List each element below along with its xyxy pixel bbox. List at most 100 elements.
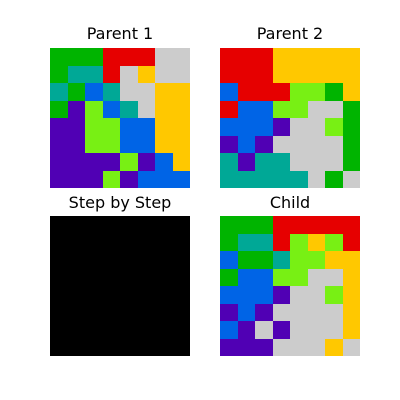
- grid-cell: [102, 100, 120, 118]
- grid-cell: [342, 83, 360, 101]
- grid-cell: [272, 100, 290, 118]
- grid-cell: [102, 216, 120, 234]
- grid-cell: [102, 251, 120, 269]
- grid-cell: [325, 321, 343, 339]
- grid-cell: [102, 321, 120, 339]
- grid-cell: [85, 48, 103, 66]
- grid-cell: [325, 118, 343, 136]
- grid-cell: [67, 216, 85, 234]
- grid-cell: [290, 268, 308, 286]
- grid-cell: [255, 251, 273, 269]
- grid-cell: [137, 83, 155, 101]
- parent-1-title: Parent 1: [86, 24, 154, 43]
- grid-cell: [155, 100, 173, 118]
- grid-cell: [220, 100, 238, 118]
- grid-cell: [67, 135, 85, 153]
- grid-cell: [325, 153, 343, 171]
- grid-cell: [290, 100, 308, 118]
- grid-cell: [272, 251, 290, 269]
- grid-cell: [342, 286, 360, 304]
- grid-cell: [342, 100, 360, 118]
- grid-cell: [85, 170, 103, 188]
- grid-cell: [102, 303, 120, 321]
- grid-cell: [342, 268, 360, 286]
- grid-cell: [50, 83, 68, 101]
- grid-cell: [290, 170, 308, 188]
- grid-cell: [50, 48, 68, 66]
- grid-cell: [290, 135, 308, 153]
- grid-cell: [50, 268, 68, 286]
- grid-cell: [237, 170, 255, 188]
- grid-cell: [137, 100, 155, 118]
- parent-2-title: Parent 2: [256, 24, 324, 43]
- grid-cell: [85, 303, 103, 321]
- grid-cell: [290, 65, 308, 83]
- grid-cell: [342, 48, 360, 66]
- grid-cell: [67, 153, 85, 171]
- grid-cell: [307, 153, 325, 171]
- grid-cell: [342, 65, 360, 83]
- grid-cell: [325, 135, 343, 153]
- grid-cell: [172, 338, 190, 356]
- grid-cell: [307, 118, 325, 136]
- grid-cell: [155, 321, 173, 339]
- grid-cell: [67, 65, 85, 83]
- step-by-step-grid: [50, 216, 190, 356]
- grid-cell: [220, 251, 238, 269]
- grid-cell: [325, 100, 343, 118]
- grid-cell: [155, 216, 173, 234]
- grid-cell: [155, 251, 173, 269]
- grid-cell: [102, 83, 120, 101]
- grid-cell: [220, 118, 238, 136]
- grid-cell: [220, 170, 238, 188]
- grid-cell: [155, 48, 173, 66]
- grid-cell: [342, 135, 360, 153]
- grid-cell: [255, 83, 273, 101]
- grid-cell: [237, 118, 255, 136]
- grid-cell: [155, 135, 173, 153]
- grid-cell: [220, 83, 238, 101]
- grid-cell: [237, 251, 255, 269]
- child-grid: [220, 216, 360, 356]
- grid-cell: [120, 135, 138, 153]
- grid-cell: [237, 153, 255, 171]
- grid-cell: [155, 118, 173, 136]
- grid-cell: [120, 65, 138, 83]
- grid-cell: [220, 286, 238, 304]
- grid-cell: [155, 65, 173, 83]
- grid-cell: [220, 153, 238, 171]
- grid-cell: [237, 48, 255, 66]
- grid-cell: [342, 216, 360, 234]
- grid-cell: [325, 170, 343, 188]
- grid-cell: [67, 268, 85, 286]
- step-by-step-title: Step by Step: [68, 193, 172, 212]
- grid-cell: [237, 321, 255, 339]
- grid-cell: [155, 83, 173, 101]
- grid-cell: [137, 303, 155, 321]
- grid-cell: [85, 118, 103, 136]
- grid-cell: [325, 48, 343, 66]
- grid-cell: [67, 100, 85, 118]
- grid-cell: [120, 338, 138, 356]
- grid-cell: [237, 286, 255, 304]
- grid-cell: [50, 170, 68, 188]
- grid-cell: [342, 153, 360, 171]
- grid-cell: [155, 153, 173, 171]
- grid-cell: [290, 303, 308, 321]
- parent-1-grid: [50, 48, 190, 188]
- grid-cell: [325, 65, 343, 83]
- grid-cell: [272, 268, 290, 286]
- grid-cell: [120, 83, 138, 101]
- grid-cell: [325, 251, 343, 269]
- grid-cell: [155, 286, 173, 304]
- grid-cell: [137, 286, 155, 304]
- grid-cell: [307, 216, 325, 234]
- grid-cell: [50, 286, 68, 304]
- grid-cell: [272, 83, 290, 101]
- grid-cell: [272, 338, 290, 356]
- grid-cell: [50, 321, 68, 339]
- grid-cell: [85, 153, 103, 171]
- grid-cell: [307, 48, 325, 66]
- grid-cell: [342, 170, 360, 188]
- grid-cell: [172, 286, 190, 304]
